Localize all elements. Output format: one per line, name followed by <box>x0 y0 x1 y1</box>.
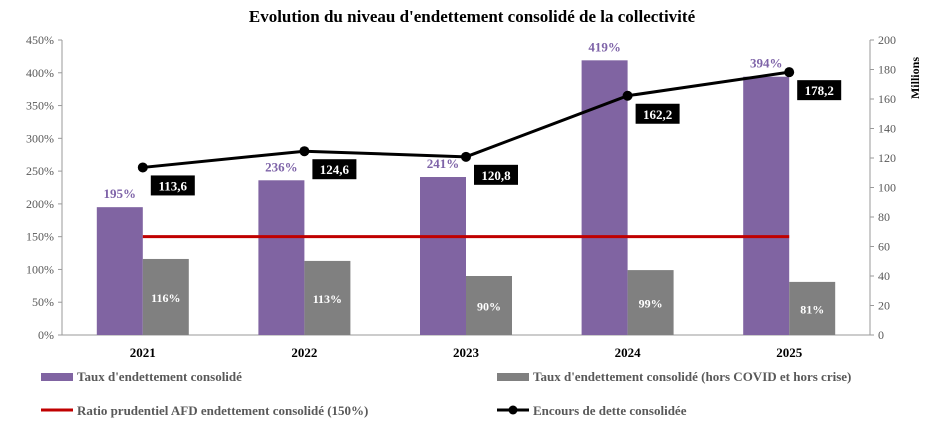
encours-dette-point <box>461 151 471 162</box>
encours-dette-point <box>784 67 795 78</box>
encours-data-label: 162,2 <box>643 107 672 122</box>
bar-taux-hors-covid-label: 113% <box>313 292 342 306</box>
right-tick-label: 200 <box>878 33 896 47</box>
right-axis-title: Millions <box>908 57 922 99</box>
encours-label-box <box>797 80 842 101</box>
bar-taux-consolide-label: 236% <box>265 159 298 174</box>
left-tick-label: 100% <box>26 262 54 276</box>
right-tick-label: 60 <box>878 240 890 254</box>
legend-swatch-taux <box>41 373 73 381</box>
bar-taux-consolide-label: 394% <box>750 56 783 71</box>
right-tick-label: 100 <box>878 181 896 195</box>
encours-data-label: 120,8 <box>481 168 511 183</box>
encours-label-box <box>312 159 357 180</box>
left-tick-label: 50% <box>32 295 54 309</box>
x-tick-label: 2025 <box>776 345 803 360</box>
axes-layer: 0% 50% 100% 150% 200% 250% 300% 350% 400% 450% 0 20… <box>26 33 922 360</box>
legend-marker-encours <box>508 405 518 415</box>
legend-label-ratio: Ratio prudentiel AFD endettement consoli… <box>77 403 368 418</box>
x-tick-label: 2022 <box>291 345 317 360</box>
right-tick-label: 40 <box>878 269 890 283</box>
left-tick-label: 350% <box>26 99 54 113</box>
legend-label-encours: Encours de dette consolidée <box>533 403 687 418</box>
left-tick-label: 400% <box>26 66 54 80</box>
left-tick-label: 300% <box>26 131 54 145</box>
bar-taux-consolide <box>96 207 143 335</box>
encours-data-label: 113,6 <box>159 178 188 193</box>
encours-data-label: 178,2 <box>805 83 834 98</box>
bars-layer <box>96 60 836 335</box>
legend-label-taux: Taux d'endettement consolidé <box>77 369 242 384</box>
left-tick-label: 450% <box>26 33 54 47</box>
left-tick-label: 250% <box>26 164 54 178</box>
bar-taux-hors-covid <box>627 270 674 335</box>
encours-data-label: 124,6 <box>320 162 350 177</box>
legend-swatch-hors-covid <box>497 373 529 381</box>
bar-taux-hors-covid <box>466 276 512 335</box>
right-tick-label: 20 <box>878 299 890 313</box>
bar-taux-hors-covid-label: 81% <box>800 302 824 316</box>
x-tick-label: 2024 <box>615 345 642 360</box>
right-tick-label: 160 <box>878 92 896 106</box>
left-tick-label: 150% <box>26 230 54 244</box>
bar-taux-consolide-label: 195% <box>104 186 137 201</box>
legend-label-hors-covid: Taux d'endettement consolidé (hors COVID… <box>533 369 851 384</box>
labels-layer: 195% 236% 241% 419% 394% 116% 113% 90% 99% 81% 113… <box>104 39 842 316</box>
right-tick-label: 140 <box>878 122 896 136</box>
bar-taux-hors-covid <box>789 281 836 335</box>
bar-taux-consolide <box>743 76 790 335</box>
left-tick-label: 200% <box>26 197 54 211</box>
encours-dette-point <box>137 162 148 173</box>
left-tick-label: 0% <box>38 328 54 342</box>
encours-label-box <box>635 103 680 124</box>
bar-taux-hors-covid-label: 99% <box>639 297 663 311</box>
bar-taux-hors-covid-label: 90% <box>477 300 501 314</box>
bar-taux-consolide-label: 419% <box>588 39 621 54</box>
right-tick-label: 0 <box>878 328 884 342</box>
bar-taux-hors-covid-label: 116% <box>151 291 180 305</box>
encours-label-box <box>150 175 195 196</box>
bar-taux-hors-covid <box>142 258 189 335</box>
right-tick-label: 120 <box>878 151 896 165</box>
bar-taux-hors-covid <box>304 260 351 335</box>
legend: Taux d'endettement consolidé Taux d'endet… <box>41 369 851 418</box>
encours-label-box <box>474 164 518 185</box>
x-tick-label: 2021 <box>130 345 156 360</box>
bar-taux-consolide <box>581 60 628 335</box>
encours-dette-point <box>622 90 633 101</box>
right-tick-label: 80 <box>878 210 890 224</box>
encours-dette-point <box>299 146 310 157</box>
bar-taux-consolide <box>420 177 466 335</box>
chart-title: Evolution du niveau d'endettement consol… <box>249 7 696 26</box>
x-tick-label: 2023 <box>453 345 480 360</box>
bar-taux-consolide <box>258 180 305 335</box>
bar-taux-consolide-label: 241% <box>427 156 460 171</box>
right-tick-label: 180 <box>878 63 896 77</box>
lines-layer <box>137 67 795 239</box>
